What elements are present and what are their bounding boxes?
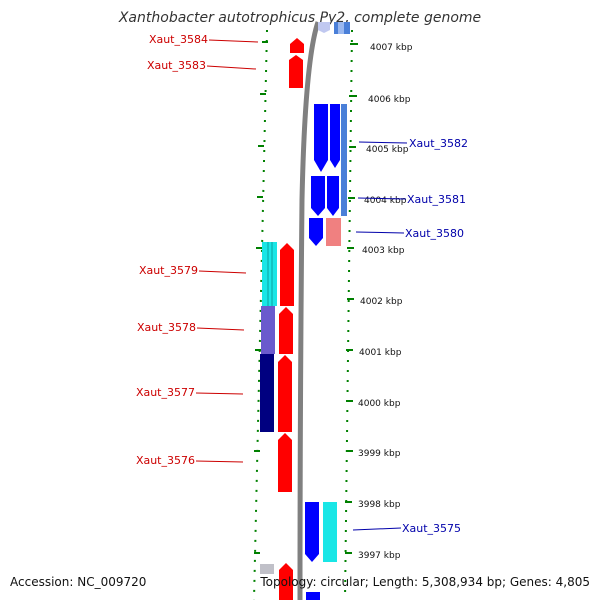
gene-label-right: Xaut_3580 xyxy=(405,227,464,240)
scale-tick-label: 3997 kbp xyxy=(358,551,401,561)
genome-title: Xanthobacter autotrophicus Py2, complete… xyxy=(118,10,482,26)
label-connector xyxy=(358,141,408,144)
scale-tick-label: 4002 kbp xyxy=(360,297,403,307)
scale-tick-label: 3999 kbp xyxy=(358,449,401,459)
scale-tick-label: 4003 kbp xyxy=(362,246,405,256)
gene-top-partial xyxy=(318,22,330,33)
gene-xaut-3581-pair xyxy=(327,176,339,216)
gene-xaut-3583 xyxy=(289,55,303,88)
gene-label-right: Xaut_3581 xyxy=(407,193,466,206)
gene-bottom-partial xyxy=(306,592,320,600)
gene-red-3579 xyxy=(280,243,294,306)
gene-xaut-3578 xyxy=(261,306,275,354)
label-connector xyxy=(352,527,402,531)
gene-label-left: Xaut_3577 xyxy=(136,386,195,399)
gene-blue-small xyxy=(309,218,323,246)
label-connector xyxy=(355,231,405,234)
gene-top-partial xyxy=(338,22,344,34)
genome-backbone xyxy=(297,21,321,600)
label-connector xyxy=(208,39,259,43)
gene-label-right: Xaut_3582 xyxy=(409,137,468,150)
gene-xaut-3581 xyxy=(311,176,325,216)
gene-xaut-3577 xyxy=(260,354,274,432)
gene-label-left: Xaut_3583 xyxy=(147,59,206,72)
label-connector xyxy=(195,392,244,395)
label-connector xyxy=(357,197,407,200)
gene-bottom-partial xyxy=(279,563,293,600)
gene-label-right: Xaut_3575 xyxy=(402,522,461,535)
label-connector xyxy=(195,460,244,463)
gene-xaut-3580 xyxy=(326,218,341,246)
scale-tick-label: 4000 kbp xyxy=(358,399,401,409)
gene-label-left: Xaut_3579 xyxy=(139,264,198,277)
gene-lightblue-strip xyxy=(341,104,347,216)
label-connector xyxy=(206,65,257,70)
scale-tick-label: 4001 kbp xyxy=(359,348,402,358)
gene-label-left: Xaut_3578 xyxy=(137,321,196,334)
scale-tick-label: 4006 kbp xyxy=(368,95,411,105)
topology-text: Topology: circular; Length: 5,308,934 bp… xyxy=(260,575,590,589)
gene-xaut-3584 xyxy=(290,38,304,53)
accession-text: Accession: NC_009720 xyxy=(10,575,147,589)
gene-xaut-3582-pair xyxy=(330,104,340,168)
label-connector xyxy=(198,270,247,274)
scale-tick-label: 4004 kbp xyxy=(364,196,407,206)
gene-label-left: Xaut_3584 xyxy=(149,33,208,46)
label-connector xyxy=(196,327,245,331)
gene-label-left: Xaut_3576 xyxy=(136,454,195,467)
gene-red-3578 xyxy=(279,307,293,354)
gene-red-3577 xyxy=(278,355,292,432)
scale-tick-group: 4007 kbp 4006 kbp 4005 kbp 4004 kbp 4003… xyxy=(254,41,413,561)
gene-xaut-3575 xyxy=(323,502,337,562)
gene-blue-bottom xyxy=(305,502,319,562)
gene-bottom-partial xyxy=(260,564,274,574)
gene-xaut-3576 xyxy=(278,433,292,492)
gene-xaut-3582 xyxy=(314,104,328,172)
scale-tick-label: 4007 kbp xyxy=(370,43,413,53)
scale-tick-label: 3998 kbp xyxy=(358,500,401,510)
scale-tick-label: 4005 kbp xyxy=(366,145,409,155)
gene-xaut-3579 xyxy=(262,242,277,306)
